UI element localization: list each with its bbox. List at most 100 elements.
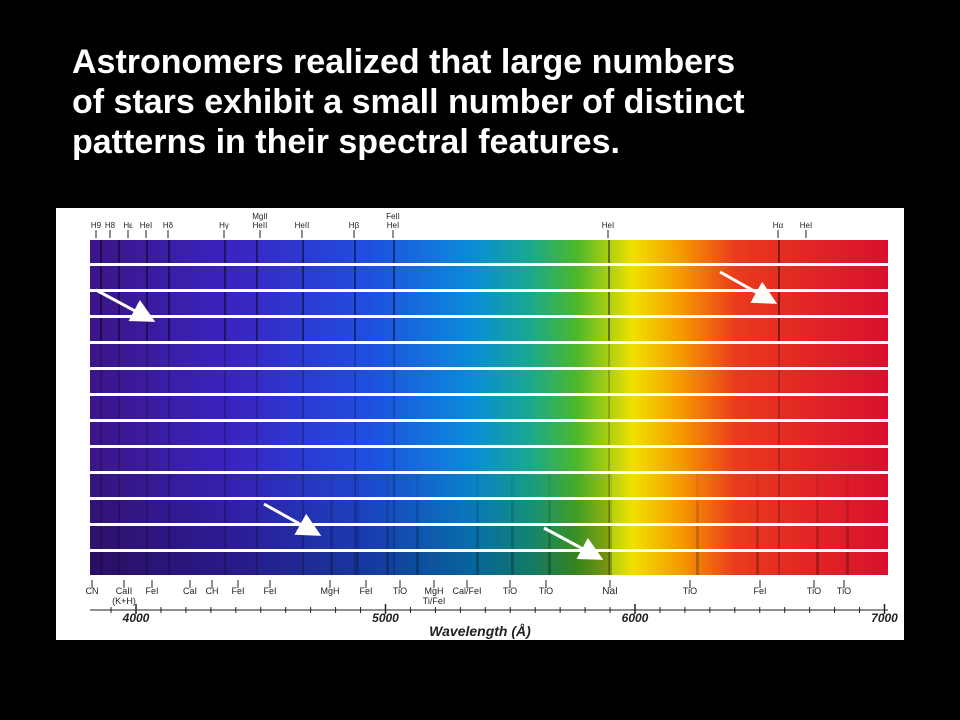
- absorption: [846, 552, 849, 575]
- absorption: [256, 448, 258, 471]
- line-label: CN: [86, 586, 99, 596]
- absorption: [302, 292, 304, 315]
- absorption: [846, 500, 849, 523]
- absorption: [168, 500, 170, 523]
- absorption: [356, 474, 359, 497]
- absorption: [778, 370, 780, 393]
- absorption: [756, 500, 759, 523]
- tick-label: 7000: [871, 611, 898, 625]
- absorption: [778, 240, 780, 263]
- absorption: [330, 474, 333, 497]
- spectrum-strip: [90, 474, 888, 497]
- absorption: [354, 422, 356, 445]
- absorption: [330, 526, 333, 549]
- absorption: [330, 552, 333, 575]
- line-label: CH: [206, 586, 219, 596]
- absorption: [100, 318, 102, 341]
- absorption: [608, 266, 610, 289]
- line-label: HeII: [253, 221, 268, 230]
- absorption: [146, 292, 148, 315]
- line-label: FeII: [386, 212, 400, 221]
- absorption: [118, 448, 120, 471]
- absorption: [778, 396, 780, 419]
- absorption: [146, 266, 148, 289]
- spectrum-strip: [90, 552, 888, 575]
- absorption: [354, 370, 356, 393]
- absorption: [146, 396, 148, 419]
- absorption: [256, 240, 258, 263]
- absorption: [846, 474, 849, 497]
- absorption: [354, 474, 356, 497]
- absorption: [476, 526, 479, 549]
- line-label: HeI: [602, 221, 614, 230]
- absorption: [696, 500, 699, 523]
- line-label: Hε: [123, 221, 133, 230]
- absorption: [256, 552, 258, 575]
- absorption: [302, 526, 304, 549]
- absorption: [393, 526, 395, 549]
- line-label: HeI: [800, 221, 812, 230]
- absorption: [609, 552, 612, 575]
- strip-shade: [90, 500, 610, 523]
- arrow: [719, 270, 778, 304]
- absorption: [608, 422, 610, 445]
- absorption: [256, 344, 258, 367]
- line-label: TiO: [503, 586, 517, 596]
- absorption: [756, 552, 759, 575]
- line-label: TiO: [393, 586, 407, 596]
- absorption: [816, 474, 819, 497]
- absorption: [356, 552, 359, 575]
- absorption: [354, 500, 356, 523]
- spectrum-strip: [90, 370, 888, 393]
- axis-label: Wavelength (Å): [429, 623, 531, 639]
- title-line: patterns in their spectral features.: [72, 123, 620, 161]
- line-label: TiO: [683, 586, 697, 596]
- absorption: [118, 266, 120, 289]
- arrow: [95, 288, 156, 322]
- absorption: [778, 292, 780, 315]
- title-line: of stars exhibit a small number of disti…: [72, 83, 745, 121]
- absorption: [608, 240, 610, 263]
- absorption: [118, 396, 120, 419]
- absorption: [393, 474, 395, 497]
- absorption: [354, 396, 356, 419]
- absorption: [778, 474, 780, 497]
- absorption: [548, 552, 551, 575]
- absorption: [416, 474, 419, 497]
- absorption: [100, 448, 102, 471]
- absorption: [168, 318, 170, 341]
- absorption: [696, 552, 699, 575]
- absorption: [146, 526, 148, 549]
- line-label: Hγ: [219, 221, 229, 230]
- absorption: [146, 422, 148, 445]
- absorption: [100, 474, 102, 497]
- absorption: [100, 370, 102, 393]
- absorption: [100, 266, 102, 289]
- absorption: [302, 448, 304, 471]
- absorption: [224, 474, 226, 497]
- line-label: CaII: [116, 586, 133, 596]
- absorption: [224, 266, 226, 289]
- spectrum-strip: [90, 292, 888, 315]
- absorption: [224, 552, 226, 575]
- line-label: CaI: [183, 586, 197, 596]
- absorption: [224, 292, 226, 315]
- absorption: [393, 370, 395, 393]
- absorption: [608, 370, 610, 393]
- absorption: [224, 318, 226, 341]
- absorption: [168, 552, 170, 575]
- spectrum-strip: [90, 266, 888, 289]
- absorption: [256, 396, 258, 419]
- spectrum-strip: [90, 318, 888, 341]
- line-label: FeI: [145, 586, 158, 596]
- absorption: [393, 396, 395, 419]
- absorption: [118, 474, 120, 497]
- absorption: [354, 552, 356, 575]
- line-label: Ti/FeI: [423, 596, 446, 606]
- absorption: [393, 448, 395, 471]
- tick-label: 6000: [622, 611, 649, 625]
- absorption: [224, 448, 226, 471]
- tick-label: 4000: [122, 611, 150, 625]
- line-label: FeI: [231, 586, 244, 596]
- absorption: [816, 526, 819, 549]
